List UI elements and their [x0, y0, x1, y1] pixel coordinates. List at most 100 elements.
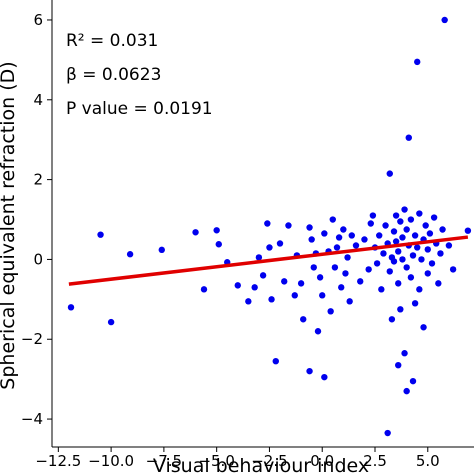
regression-line [68, 235, 469, 286]
data-point [386, 170, 393, 177]
data-point [395, 361, 402, 369]
data-point [352, 242, 360, 249]
y-tick-label: 2 [33, 171, 43, 189]
data-point [348, 232, 355, 239]
data-point [276, 240, 284, 247]
data-point [399, 256, 406, 263]
data-point [297, 280, 305, 287]
data-point [357, 278, 364, 285]
y-tick-label: −2 [21, 330, 43, 348]
data-point [405, 134, 412, 141]
data-point [367, 220, 374, 227]
data-point [285, 222, 292, 229]
data-point [321, 230, 328, 237]
y-tick-label: 0 [33, 250, 43, 268]
data-point [338, 284, 345, 291]
y-axis-title: Spherical equivalent refraction (D) [0, 61, 19, 389]
data-point [441, 16, 448, 24]
data-point [158, 246, 165, 254]
data-point [319, 292, 326, 299]
data-point [445, 242, 453, 249]
annotation-p-value: P value = 0.0191 [66, 99, 213, 119]
data-point [255, 254, 263, 261]
data-point [430, 214, 438, 221]
data-point [390, 228, 398, 235]
data-point [97, 231, 104, 238]
data-point [403, 226, 410, 233]
data-point [390, 258, 398, 265]
data-point [361, 236, 368, 243]
data-point [414, 244, 421, 251]
data-point [272, 357, 279, 365]
data-point [107, 318, 115, 326]
data-point [376, 232, 383, 239]
data-point [344, 254, 351, 261]
data-point [264, 220, 271, 227]
x-tick-label: −10.0 [88, 452, 134, 470]
data-point [409, 252, 417, 259]
data-point [335, 234, 343, 241]
data-point [268, 296, 275, 303]
data-point [411, 232, 419, 239]
data-point [418, 256, 425, 263]
data-point [251, 284, 258, 291]
data-point [439, 226, 446, 233]
data-point [424, 246, 431, 253]
data-point [437, 250, 444, 257]
x-tick-label: −2.5 [251, 452, 287, 470]
data-point [409, 377, 417, 385]
data-point [126, 251, 134, 258]
data-point [234, 282, 241, 289]
data-point [407, 216, 415, 223]
data-point [392, 212, 400, 219]
data-point [380, 250, 387, 257]
data-point [346, 298, 353, 305]
data-point [382, 222, 389, 229]
data-point [340, 226, 347, 233]
data-point [310, 264, 317, 271]
data-point [259, 272, 267, 279]
x-tick-label: −5.0 [198, 452, 234, 470]
data-point [401, 206, 408, 213]
data-point [403, 264, 410, 271]
data-point [384, 429, 391, 437]
data-point [308, 236, 315, 243]
data-point [329, 216, 336, 223]
data-point [424, 270, 431, 277]
data-point [314, 328, 322, 335]
data-point [342, 270, 349, 277]
data-point [192, 229, 199, 236]
data-point [306, 367, 313, 375]
data-point [281, 278, 288, 285]
data-point [67, 304, 75, 311]
data-point [399, 234, 406, 241]
data-point [388, 316, 396, 323]
x-tick-label: 0.0 [310, 452, 334, 470]
y-tick-label: 4 [33, 91, 43, 109]
data-point [300, 316, 307, 323]
data-point [245, 298, 252, 305]
data-point [395, 280, 402, 287]
data-point [331, 264, 339, 271]
x-tick-label: −12.5 [35, 452, 81, 470]
data-point [414, 58, 421, 66]
data-point [403, 387, 410, 395]
x-tick-label: 2.5 [363, 452, 387, 470]
data-point [321, 373, 328, 381]
x-tick-label: −7.5 [146, 452, 182, 470]
data-point [420, 324, 427, 331]
data-point [428, 260, 436, 267]
data-point [435, 280, 442, 287]
data-point [416, 210, 423, 217]
data-point [464, 227, 472, 234]
data-point [401, 350, 408, 357]
y-tick-label: −4 [21, 410, 43, 428]
y-tick-label: 6 [33, 11, 43, 29]
data-point [416, 286, 423, 293]
data-point [411, 300, 419, 307]
data-point [365, 266, 372, 273]
annotation-r-squared: R² = 0.031 [66, 31, 158, 51]
data-point [449, 266, 457, 273]
data-point [316, 274, 324, 281]
